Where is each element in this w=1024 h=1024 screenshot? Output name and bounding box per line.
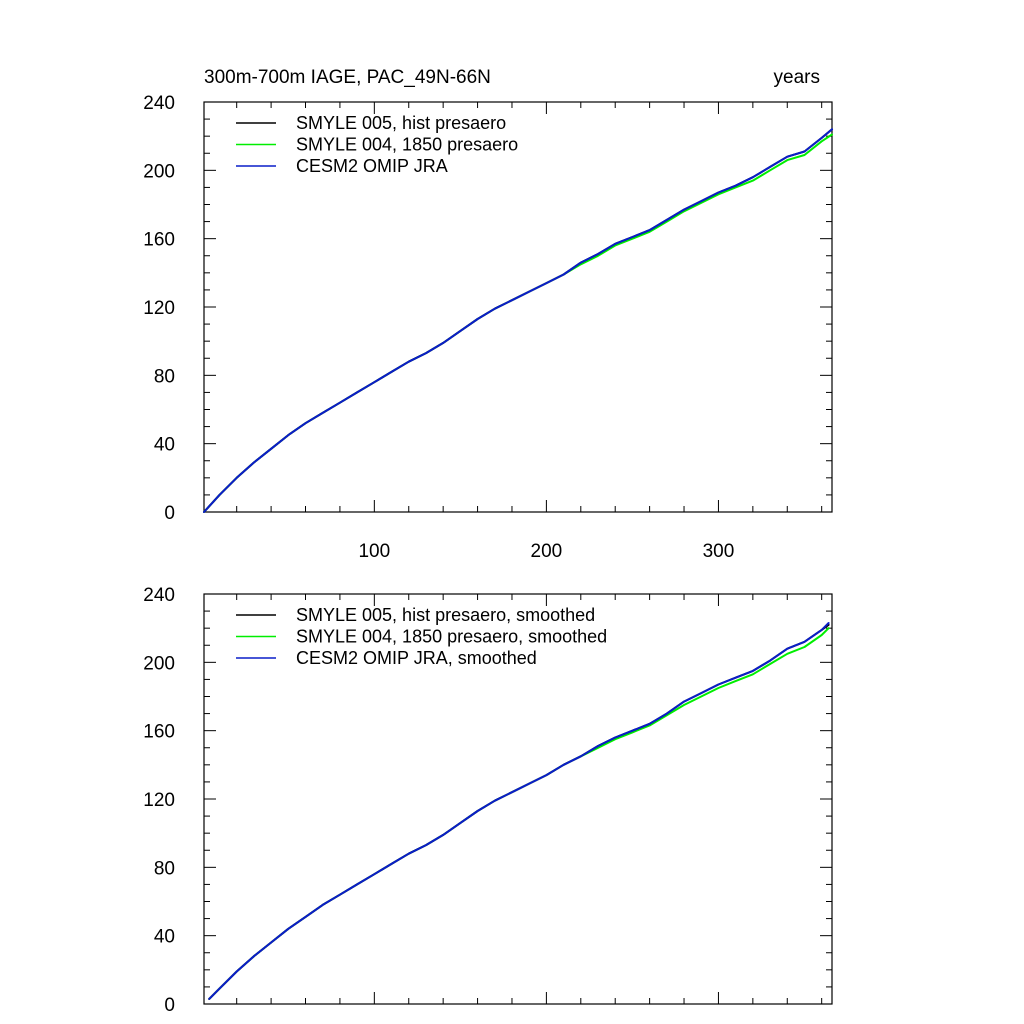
y-tick-label: 80	[154, 366, 175, 387]
x-tick-label: 100	[358, 541, 390, 562]
bottom-panel: 0 40 80 120 160 200 240 SMYLE 005, hist presaer…	[143, 585, 833, 1016]
y-tick-label: 0	[164, 995, 175, 1016]
series-line-3	[208, 622, 830, 1000]
y-tick-label: 160	[143, 722, 175, 743]
legend-label: CESM2 OMIP JRA	[296, 156, 448, 176]
y-tick-label: 120	[143, 790, 175, 811]
series-line-3	[203, 128, 833, 513]
y-tick-label: 240	[143, 93, 175, 114]
y-tick-label: 40	[154, 435, 175, 456]
y-tick-label: 200	[143, 653, 175, 674]
y-tick-label: 120	[143, 298, 175, 319]
y-tick-label: 0	[164, 503, 175, 524]
y-tick-label: 160	[143, 230, 175, 251]
legend-label: SMYLE 005, hist presaero, smoothed	[296, 605, 595, 625]
top-panel: 300m-700m IAGE, PAC_49N-66N years 0 40 80 1…	[143, 67, 833, 562]
legend-label: SMYLE 005, hist presaero	[296, 113, 506, 133]
y-tick-label: 240	[143, 585, 175, 606]
legend-label: SMYLE 004, 1850 presaero, smoothed	[296, 627, 607, 647]
x-tick-label: 200	[531, 541, 563, 562]
series-line-2	[208, 627, 830, 1000]
series-line-2	[203, 133, 833, 513]
legend-label: CESM2 OMIP JRA, smoothed	[296, 648, 537, 668]
panel-title-right: years	[774, 67, 820, 88]
y-tick-label: 80	[154, 858, 175, 879]
panel-title-left: 300m-700m IAGE, PAC_49N-66N	[204, 67, 491, 88]
legend-label: SMYLE 004, 1850 presaero	[296, 135, 518, 155]
y-tick-label: 200	[143, 161, 175, 182]
y-tick-label: 40	[154, 927, 175, 948]
x-tick-label: 300	[703, 541, 735, 562]
